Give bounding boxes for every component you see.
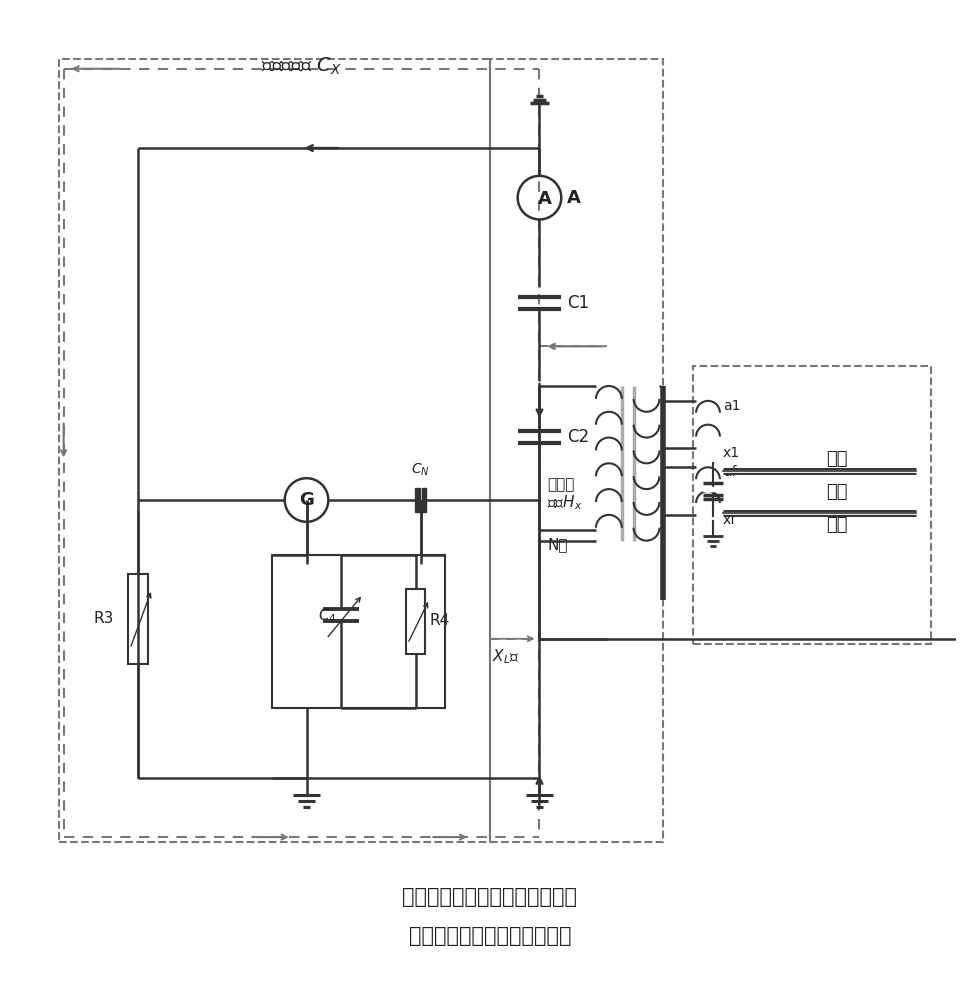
Text: a1: a1 — [723, 399, 740, 413]
Bar — [703, 487, 723, 491]
Text: 量线$H_x$: 量线$H_x$ — [547, 494, 583, 512]
Text: C1: C1 — [567, 294, 589, 312]
Text: x1: x1 — [723, 446, 740, 460]
Text: $X_L$端: $X_L$端 — [492, 647, 519, 666]
Text: af: af — [723, 465, 736, 479]
Text: 实验: 实验 — [827, 450, 848, 468]
Text: N端: N端 — [547, 537, 568, 552]
Bar — [59, 59, 490, 842]
Text: A: A — [538, 190, 551, 208]
Text: 高压测: 高压测 — [547, 478, 575, 493]
Bar — [490, 59, 663, 842]
Text: R4: R4 — [429, 613, 449, 628]
Text: 结构，双实线为仪器外部接线: 结构，双实线为仪器外部接线 — [409, 926, 571, 946]
Bar — [128, 574, 148, 664]
Text: 虚线框内为精密介损仪内部原理: 虚线框内为精密介损仪内部原理 — [402, 887, 577, 907]
Text: 仪器测量线 $C_X$: 仪器测量线 $C_X$ — [261, 56, 342, 77]
Text: xf: xf — [723, 513, 736, 527]
Bar — [415, 488, 420, 512]
Text: 输入: 输入 — [827, 516, 848, 534]
Text: $C_N$: $C_N$ — [411, 462, 430, 478]
Text: $C_4$: $C_4$ — [318, 607, 336, 625]
Text: G: G — [300, 491, 314, 509]
Text: A: A — [567, 189, 581, 207]
Text: R3: R3 — [94, 611, 114, 626]
Bar — [272, 555, 445, 708]
Bar — [406, 589, 425, 654]
Bar — [693, 366, 931, 644]
Text: 电压: 电压 — [827, 483, 848, 501]
Text: C2: C2 — [567, 428, 589, 446]
Bar — [421, 488, 426, 512]
